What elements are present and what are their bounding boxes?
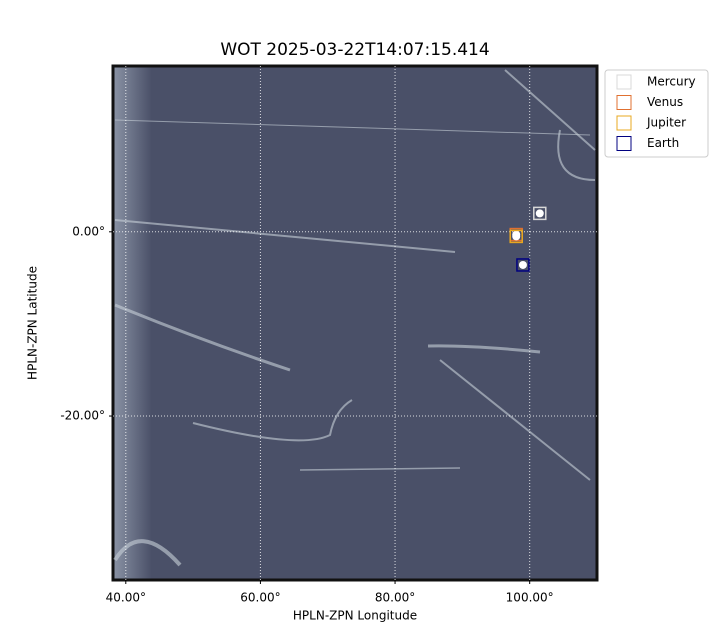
x-tick-label: 80.00° — [375, 591, 415, 605]
x-tick-label: 40.00° — [106, 591, 146, 605]
image-frame — [111, 64, 599, 582]
legend — [604, 69, 709, 158]
planet-marker — [509, 229, 523, 244]
legend-swatch — [616, 95, 632, 110]
y-tick-label: 0.00° — [72, 224, 105, 238]
y-tick-label: -20.00° — [60, 409, 105, 423]
legend-swatch — [616, 136, 632, 151]
x-tick-label: 60.00° — [240, 591, 280, 605]
legend-label: Venus — [647, 95, 683, 109]
planet-marker — [533, 206, 547, 221]
legend-label: Mercury — [647, 75, 696, 89]
planet-glow — [535, 209, 544, 218]
legend-swatch — [616, 115, 632, 131]
legend-label: Earth — [647, 136, 679, 150]
planet-marker — [516, 258, 530, 272]
planet-glow — [512, 232, 521, 241]
legend-label: Jupiter — [646, 116, 686, 130]
planet-glow — [518, 260, 527, 269]
x-axis-label: HPLN-ZPN Longitude — [293, 609, 417, 623]
streaks — [113, 69, 596, 567]
chart-title: WOT 2025-03-22T14:07:15.414 — [220, 40, 489, 60]
x-tick-label: 100.00° — [506, 591, 554, 605]
legend-swatch — [616, 74, 632, 90]
y-axis-label: HPLN-ZPN Latitude — [26, 266, 40, 380]
